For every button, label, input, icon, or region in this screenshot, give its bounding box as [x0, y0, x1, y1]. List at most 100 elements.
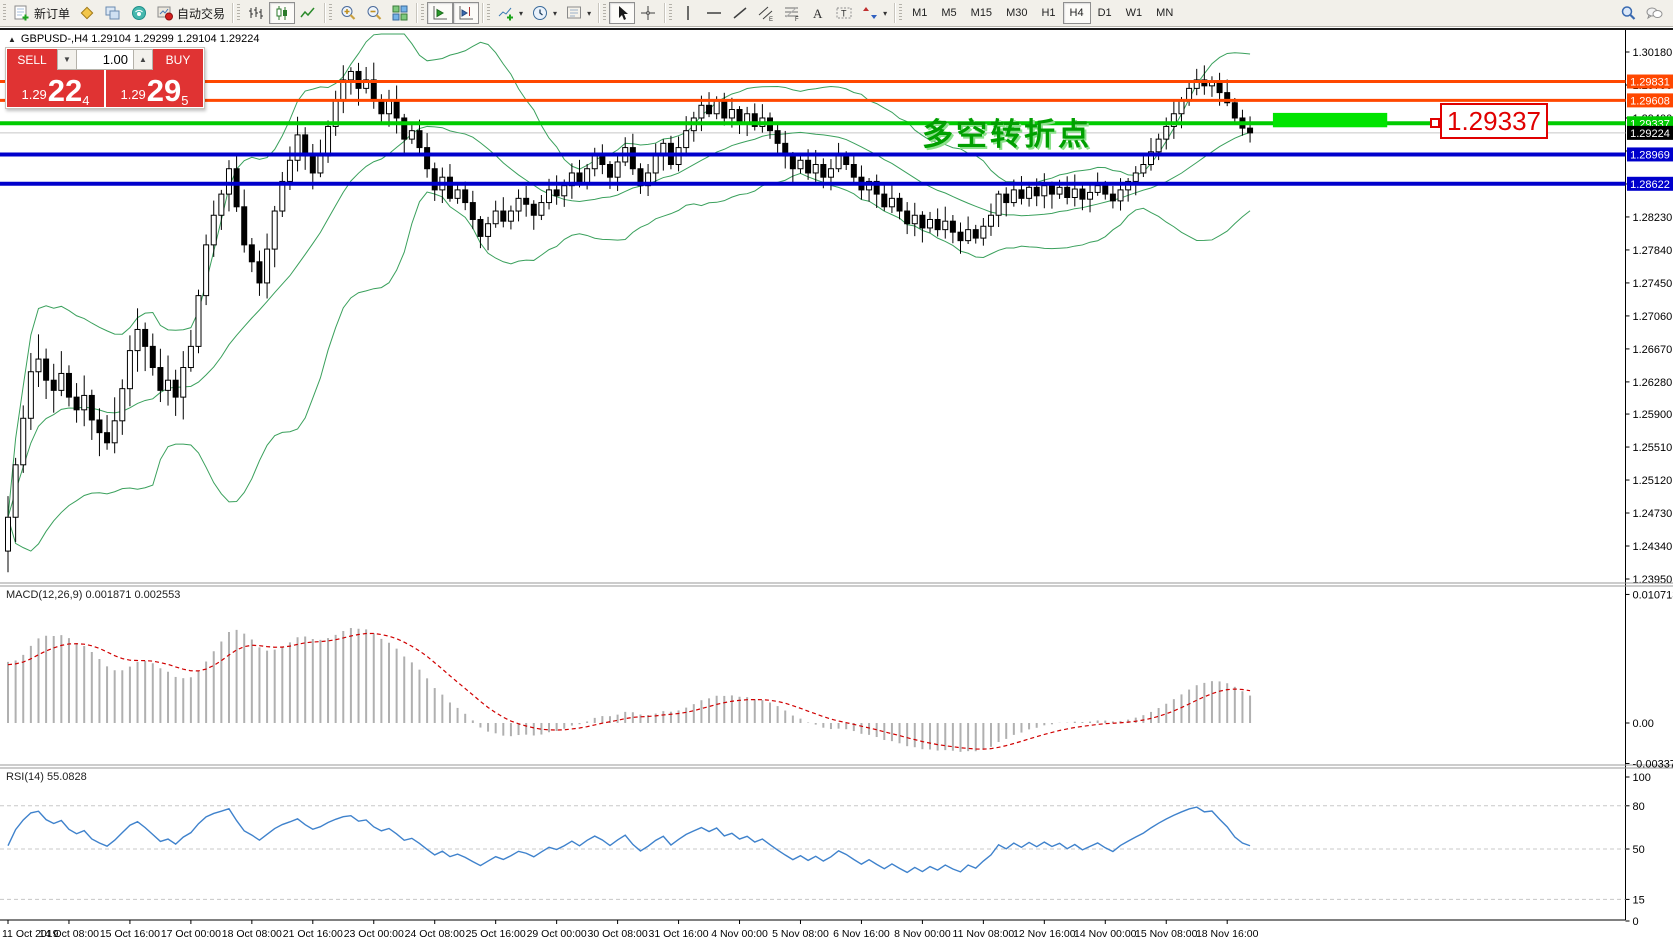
indicators-button-caret-icon[interactable]: ▾	[519, 8, 524, 18]
volume-decrease-button[interactable]: ▼	[57, 49, 77, 70]
buy-button[interactable]: BUY	[153, 49, 203, 70]
chat-icon	[1645, 4, 1663, 22]
charts-button[interactable]	[100, 2, 126, 24]
buy-price-big: 29	[146, 73, 182, 108]
horizontal-line-button[interactable]	[701, 2, 727, 24]
time-tick-label: 12 Nov 16:00	[1013, 928, 1076, 940]
time-tick-label: 15 Oct 16:00	[100, 928, 160, 940]
candle-body	[119, 388, 126, 422]
zoom-out-button[interactable]	[361, 2, 387, 24]
timeframe-h4-button[interactable]: H4	[1062, 2, 1091, 24]
candle-body	[751, 113, 758, 127]
candle-body	[1064, 186, 1071, 198]
candle-body	[500, 210, 507, 222]
price-tick-label: 1.27840	[1633, 245, 1673, 257]
fibonacci-button[interactable]: F	[779, 2, 805, 24]
candle-body	[96, 419, 103, 434]
price-level-label: 1.28969	[1630, 149, 1670, 161]
price-chart-canvas[interactable]: 1.301801.297901.294001.290101.286201.282…	[0, 28, 1673, 949]
periods-button[interactable]: ▾	[527, 2, 561, 24]
candle-body	[317, 155, 324, 174]
price-callout-box[interactable]: 1.29337	[1440, 103, 1548, 139]
timeframe-m15-button[interactable]: M15	[970, 7, 993, 19]
toolbar-drag-handle[interactable]	[421, 4, 425, 22]
candlesticks	[5, 62, 1254, 573]
timeframe-d1-button[interactable]: D1	[1097, 7, 1112, 19]
volume-input[interactable]: 1.00	[77, 49, 133, 70]
candle-body	[713, 100, 720, 115]
signals-button[interactable]	[126, 2, 152, 24]
metaeditor-button[interactable]	[74, 2, 100, 24]
volume-increase-button[interactable]: ▲	[133, 49, 153, 70]
search-button[interactable]	[1615, 2, 1641, 24]
candle-body	[27, 371, 34, 419]
collapse-triangle-icon[interactable]: ▲	[8, 34, 16, 44]
templates-button[interactable]: ▾	[561, 2, 595, 24]
time-tick-label: 14 Nov 00:00	[1074, 928, 1137, 940]
arrows-button-caret-icon[interactable]: ▾	[883, 8, 888, 18]
candle-body	[873, 180, 880, 195]
sell-price-button[interactable]: 1.29 22 4	[7, 70, 104, 108]
autotrading-button[interactable]: 自动交易	[152, 2, 229, 24]
text-label-button[interactable]: T	[831, 2, 857, 24]
search-icon	[1619, 4, 1637, 22]
zoom-in-button[interactable]	[335, 2, 361, 24]
new-order-button[interactable]: 新订单	[9, 2, 74, 24]
toolbar-drag-handle[interactable]	[237, 4, 241, 22]
candle-body	[5, 516, 11, 552]
vertical-line-button[interactable]	[675, 2, 701, 24]
candle-body	[1247, 127, 1254, 134]
candle-body	[774, 130, 781, 144]
tile-windows-button[interactable]	[387, 2, 413, 24]
candle-body	[157, 367, 164, 391]
price-tick-label: 1.25510	[1633, 442, 1673, 454]
toolbar-drag-handle[interactable]	[669, 4, 673, 22]
candle-body	[987, 214, 994, 227]
svg-text:A: A	[813, 6, 823, 21]
auto-scroll-button[interactable]	[427, 2, 454, 24]
cursor-button[interactable]	[609, 2, 636, 24]
candle-body	[881, 193, 888, 208]
timeframe-mn-button[interactable]: MN	[1156, 7, 1174, 19]
indicators-button[interactable]: ▾	[493, 2, 527, 24]
toolbar-drag-handle[interactable]	[487, 4, 491, 22]
price-tick-label: 1.25120	[1633, 475, 1673, 487]
toolbar-drag-handle[interactable]	[899, 4, 903, 22]
text-label-icon: T	[835, 4, 853, 22]
timeframe-m30-button[interactable]: M30	[1006, 7, 1028, 19]
candlestick-button[interactable]	[269, 2, 296, 24]
equidistant-channel-button[interactable]: E	[753, 2, 779, 24]
toolbar-drag-handle[interactable]	[603, 4, 607, 22]
arrows-button[interactable]: ▾	[857, 2, 891, 24]
price-tick-label: 1.25900	[1633, 409, 1673, 421]
toolbar-drag-handle[interactable]	[3, 4, 6, 22]
candle-body	[652, 155, 659, 174]
templates-button-caret-icon[interactable]: ▾	[587, 8, 592, 18]
line-chart-button[interactable]	[295, 2, 321, 24]
timeframe-w1-button[interactable]: W1	[1125, 7, 1143, 19]
candle-body	[225, 168, 232, 195]
candle-body	[104, 432, 111, 444]
buy-price-button[interactable]: 1.29 29 5	[106, 70, 203, 108]
timeframe-m5-button[interactable]: M5	[941, 7, 957, 19]
trendline-button[interactable]	[727, 2, 753, 24]
candle-body	[927, 218, 934, 229]
tile-windows-icon	[391, 4, 409, 22]
timeframe-m1-button[interactable]: M1	[912, 7, 928, 19]
text-button[interactable]: A	[805, 2, 831, 24]
crosshair-button[interactable]	[635, 2, 661, 24]
price-tick-label: 1.24730	[1633, 508, 1673, 520]
toolbar-drag-handle[interactable]	[329, 4, 333, 22]
candle-body	[1140, 164, 1147, 174]
zoom-out-icon	[365, 4, 383, 22]
sell-button[interactable]: SELL	[7, 49, 57, 70]
time-tick-label: 23 Oct 00:00	[344, 928, 404, 940]
timeframe-h1-button[interactable]: H1	[1041, 7, 1056, 19]
candle-body	[1155, 138, 1162, 153]
chat-button[interactable]	[1641, 2, 1667, 24]
chart-shift-button[interactable]	[453, 2, 480, 24]
candle-body	[264, 248, 271, 284]
rsi-pane: 100 80 50 15 0	[0, 772, 1651, 928]
bar-chart-button[interactable]	[243, 2, 269, 24]
periods-button-caret-icon[interactable]: ▾	[553, 8, 558, 18]
